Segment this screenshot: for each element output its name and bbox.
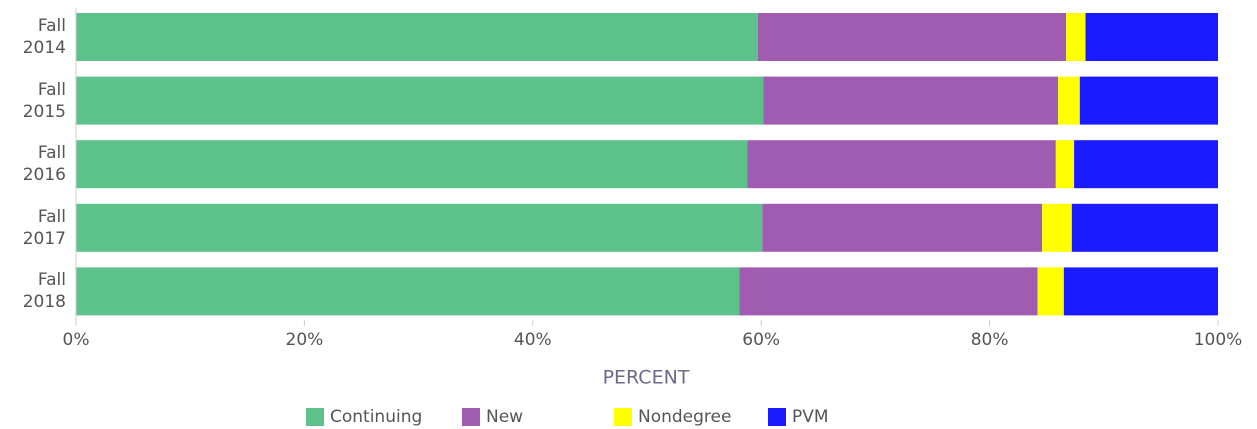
legend-swatch (768, 408, 786, 426)
y-tick-label: Fall 2018 (22, 270, 66, 313)
bar-segment (1063, 267, 1218, 316)
x-tick-label: 60% (742, 330, 780, 350)
y-tick-label: Fall 2015 (22, 79, 66, 122)
y-tick-label: Fall 2014 (22, 16, 66, 58)
bar-segment (739, 267, 1038, 316)
x-tick-label: 40% (514, 330, 552, 350)
bar-segment (1074, 140, 1218, 189)
bar-segment (1085, 13, 1218, 61)
legend-label: New (486, 407, 523, 427)
bar-segment (1055, 140, 1075, 189)
bar-segment (757, 13, 1067, 61)
legend-label: Continuing (330, 407, 422, 427)
legend-swatch (306, 408, 324, 426)
bar-segment (1079, 76, 1218, 125)
x-axis-label: PERCENT (603, 367, 690, 389)
bar-segment (1037, 267, 1064, 316)
legend-label: PVM (792, 407, 829, 427)
bar-segment (1058, 76, 1080, 125)
legend-label: Nondegree (638, 407, 731, 427)
x-tick-label: 0% (63, 330, 90, 350)
y-tick-label: Fall 2017 (22, 206, 66, 249)
bar-segment (1066, 13, 1086, 61)
x-tick-label: 80% (971, 330, 1009, 350)
bar-segment (762, 203, 1043, 252)
legend-swatch (614, 408, 632, 426)
bar-segment (76, 76, 764, 125)
y-tick-label: Fall 2016 (22, 143, 66, 186)
bar-segment (763, 76, 1059, 125)
legend-swatch (462, 408, 480, 426)
bar-segment (1071, 203, 1218, 252)
x-tick-label: 20% (286, 330, 324, 350)
bar-segment (76, 267, 740, 316)
bar-segment (1042, 203, 1072, 252)
bar-segment (76, 203, 763, 252)
bar-segment (747, 140, 1056, 189)
x-tick-label: 100% (1194, 330, 1243, 350)
bar-segment (76, 140, 748, 189)
bar-segment (76, 13, 758, 61)
